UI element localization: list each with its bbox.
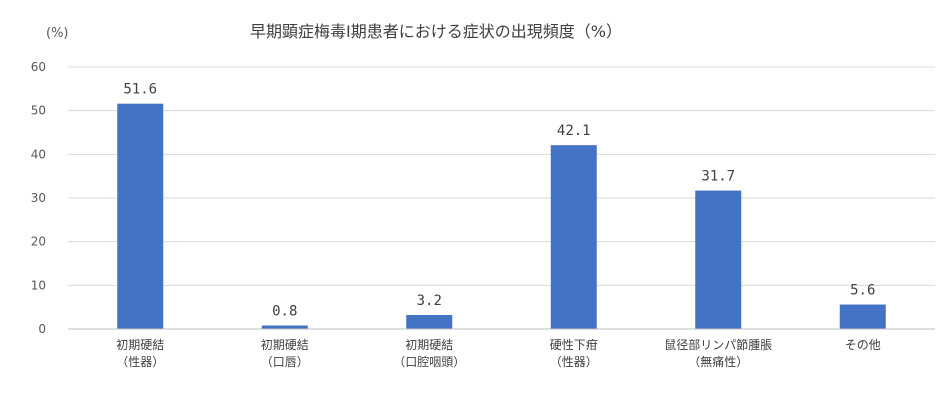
x-tick-label: その他 <box>845 338 881 352</box>
x-tick-label: 初期硬結 <box>116 338 164 352</box>
bar <box>261 325 308 329</box>
bar <box>839 304 886 329</box>
y-axis-ticks: 0 10 20 30 40 50 60 <box>31 60 46 336</box>
chart-title: 早期顕症梅毒Ⅰ期患者における症状の出現頻度（%） <box>250 22 622 41</box>
x-tick-label: 硬性下疳 <box>550 337 598 352</box>
x-tick-label: （無痛性） <box>688 354 748 369</box>
x-tick-label: （性器） <box>116 355 164 369</box>
category-labels: 初期硬結 （性器） 初期硬結 （口唇） 初期硬結 （口腔咽頭） 硬性下疳 （性器） 鼠径部リンパ… <box>116 337 881 369</box>
bars <box>117 103 886 330</box>
data-label: 0.8 <box>272 304 297 320</box>
x-tick-label: 初期硬結 <box>405 338 453 352</box>
bar <box>406 315 453 329</box>
y-axis-unit-label: (%) <box>46 26 69 41</box>
bar <box>695 190 742 329</box>
data-label: 3.2 <box>417 293 442 309</box>
y-tick-label: 60 <box>31 60 46 74</box>
bar <box>550 145 597 329</box>
data-label: 42.1 <box>557 123 591 139</box>
x-tick-label: （性器） <box>550 355 598 369</box>
y-tick-label: 10 <box>31 278 46 292</box>
data-label: 51.6 <box>123 82 157 98</box>
gridlines <box>68 66 935 286</box>
x-tick-label: 初期硬結 <box>261 338 309 352</box>
x-tick-label: 鼠径部リンパ節腫脹 <box>664 337 772 352</box>
data-label: 5.6 <box>850 283 875 299</box>
data-labels: 51.6 0.8 3.2 42.1 31.7 5.6 <box>123 82 875 320</box>
y-tick-label: 20 <box>31 235 46 249</box>
bar <box>117 103 164 330</box>
x-tick-label: （口腔咽頭） <box>393 354 465 369</box>
y-tick-label: 40 <box>31 147 46 161</box>
y-tick-label: 0 <box>38 322 46 336</box>
y-tick-label: 50 <box>31 104 46 118</box>
x-tick-label: （口唇） <box>261 355 309 369</box>
y-tick-label: 30 <box>31 191 46 205</box>
data-label: 31.7 <box>701 169 735 185</box>
